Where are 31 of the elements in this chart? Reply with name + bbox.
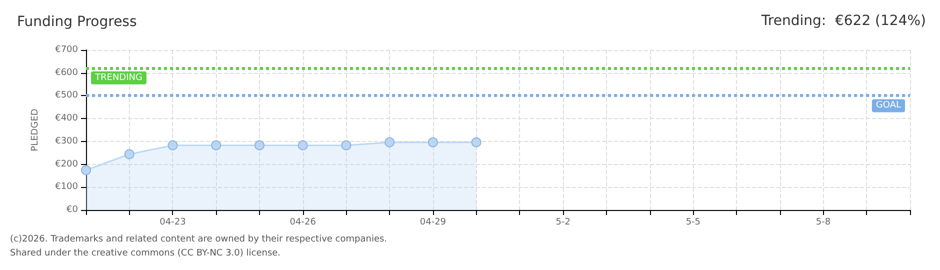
y-tick-label: €500: [55, 90, 78, 101]
ref-line-label: TRENDING: [94, 72, 142, 83]
point: [298, 140, 308, 150]
point: [211, 140, 222, 150]
x-tick-label: 04-23: [160, 218, 186, 228]
y-tick-label: €200: [55, 159, 78, 170]
x-tick-label: 04-26: [290, 218, 316, 228]
point: [81, 165, 91, 176]
point: [254, 140, 264, 150]
y-tick-label: €600: [55, 68, 78, 78]
text: Trending: €622 (124%): [760, 13, 926, 29]
point: [124, 149, 134, 160]
point: [341, 140, 352, 150]
chart-title: Funding Progress: [17, 14, 137, 30]
x-tick-label: 04-29: [420, 218, 446, 228]
y-tick-label: €0: [66, 205, 78, 215]
x-tick-label: 5-2: [556, 218, 570, 228]
point: [168, 140, 178, 150]
point: [384, 137, 395, 148]
y-axis-title: PLEDGED: [30, 108, 40, 152]
point: [428, 137, 438, 148]
text: Shared under the creative commons (CC BY-NC 3.0) license.: [10, 248, 281, 258]
y-tick-label: €700: [55, 45, 78, 55]
point: [471, 137, 482, 148]
x-tick-label: 5-8: [816, 218, 831, 228]
ref-line-label: GOAL: [876, 100, 901, 111]
x-tick-label: 5-5: [686, 218, 701, 228]
y-tick-label: €400: [55, 114, 78, 124]
y-tick-label: €300: [55, 136, 78, 146]
text: (c)2026. Trademarks and related content are owned by their respective companies.: [10, 234, 388, 244]
y-tick-label: €100: [55, 182, 78, 192]
